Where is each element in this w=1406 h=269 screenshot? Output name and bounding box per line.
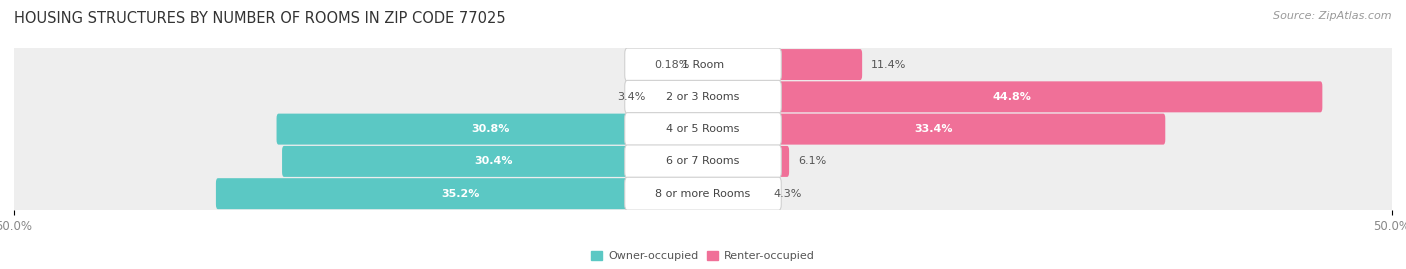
FancyBboxPatch shape <box>624 48 782 81</box>
FancyBboxPatch shape <box>10 171 1396 216</box>
Text: 1 Room: 1 Room <box>682 59 724 70</box>
Text: HOUSING STRUCTURES BY NUMBER OF ROOMS IN ZIP CODE 77025: HOUSING STRUCTURES BY NUMBER OF ROOMS IN… <box>14 11 506 26</box>
Text: 6.1%: 6.1% <box>799 156 827 167</box>
FancyBboxPatch shape <box>624 177 782 210</box>
FancyBboxPatch shape <box>702 178 765 209</box>
Legend: Owner-occupied, Renter-occupied: Owner-occupied, Renter-occupied <box>586 246 820 266</box>
Text: 30.4%: 30.4% <box>474 156 513 167</box>
Text: 2 or 3 Rooms: 2 or 3 Rooms <box>666 92 740 102</box>
FancyBboxPatch shape <box>10 42 1396 87</box>
FancyBboxPatch shape <box>654 81 704 112</box>
FancyBboxPatch shape <box>217 178 704 209</box>
FancyBboxPatch shape <box>10 107 1396 151</box>
FancyBboxPatch shape <box>624 80 782 113</box>
Text: 33.4%: 33.4% <box>914 124 952 134</box>
FancyBboxPatch shape <box>702 81 1323 112</box>
Text: 4 or 5 Rooms: 4 or 5 Rooms <box>666 124 740 134</box>
Text: 6 or 7 Rooms: 6 or 7 Rooms <box>666 156 740 167</box>
FancyBboxPatch shape <box>702 49 862 80</box>
FancyBboxPatch shape <box>624 113 782 146</box>
Text: Source: ZipAtlas.com: Source: ZipAtlas.com <box>1274 11 1392 21</box>
FancyBboxPatch shape <box>10 75 1396 119</box>
FancyBboxPatch shape <box>624 145 782 178</box>
Text: 44.8%: 44.8% <box>993 92 1031 102</box>
FancyBboxPatch shape <box>702 146 789 177</box>
Text: 30.8%: 30.8% <box>471 124 510 134</box>
Text: 4.3%: 4.3% <box>773 189 801 199</box>
Text: 8 or more Rooms: 8 or more Rooms <box>655 189 751 199</box>
FancyBboxPatch shape <box>277 114 704 145</box>
FancyBboxPatch shape <box>702 114 1166 145</box>
Text: 11.4%: 11.4% <box>872 59 907 70</box>
FancyBboxPatch shape <box>283 146 704 177</box>
Text: 3.4%: 3.4% <box>617 92 645 102</box>
Text: 0.18%: 0.18% <box>654 59 689 70</box>
FancyBboxPatch shape <box>10 139 1396 184</box>
FancyBboxPatch shape <box>699 49 704 80</box>
Text: 35.2%: 35.2% <box>441 189 479 199</box>
